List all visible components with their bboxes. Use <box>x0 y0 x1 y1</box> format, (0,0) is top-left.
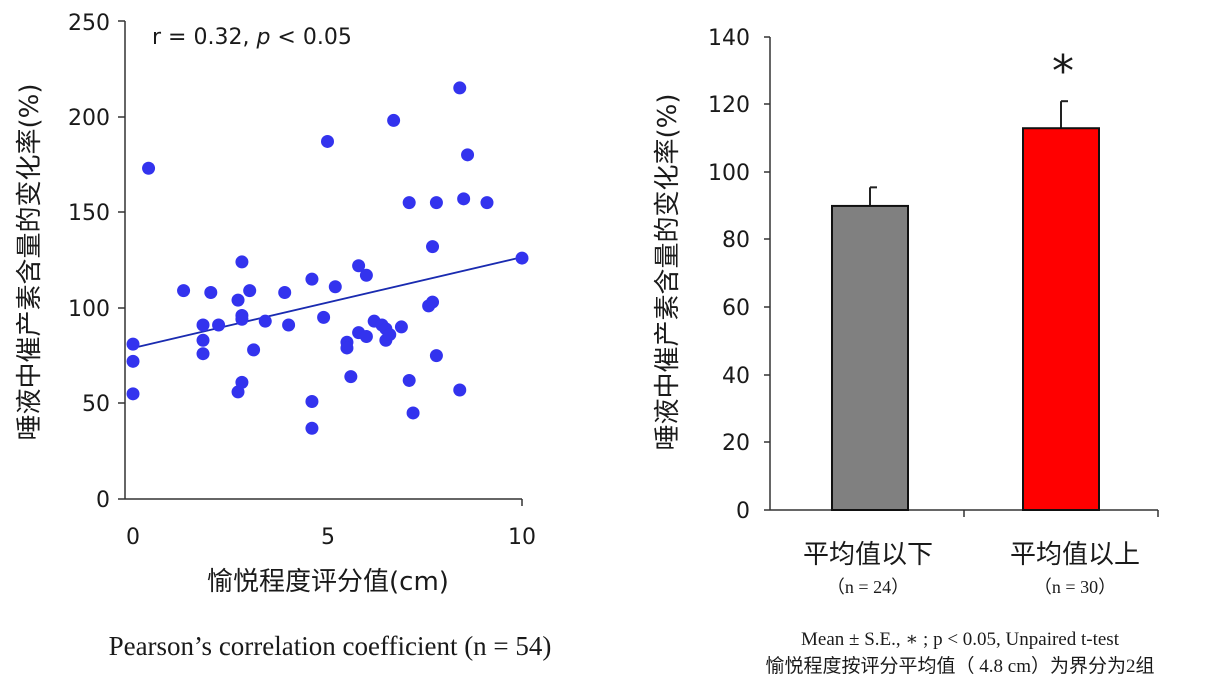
scatter-point <box>426 240 440 254</box>
bar-caption-line-2: 愉悦程度按评分平均值（ 4.8 cm）为界分为2组 <box>766 655 1155 677</box>
scatter-y-tick: 50 <box>82 392 110 417</box>
scatter-point <box>383 328 397 342</box>
scatter-point <box>317 310 331 324</box>
scatter-point <box>321 134 334 148</box>
significance-marker: * <box>1052 46 1074 97</box>
scatter-point <box>235 255 249 269</box>
bar-y-tick: 140 <box>708 26 750 51</box>
scatter-x-tick: 10 <box>508 525 536 550</box>
scatter-point <box>235 375 249 389</box>
scatter-caption: Pearson’s correlation coefficient (n = 5… <box>109 631 552 661</box>
scatter-point <box>258 314 272 328</box>
annotation-p: p <box>255 25 270 50</box>
scatter-point <box>515 251 529 265</box>
bar <box>1022 127 1100 511</box>
scatter-point <box>278 286 292 300</box>
scatter-point <box>352 259 366 273</box>
bar-y-tick: 0 <box>736 499 750 524</box>
category-n-above-mean: （n = 30） <box>1034 577 1116 597</box>
correlation-annotation: r = 0.32, p < 0.05 <box>152 25 352 50</box>
scatter-point <box>305 421 319 435</box>
annotation-prefix: r = 0.32, <box>152 25 256 50</box>
bar-y-ticks: 0 20 40 60 80 100 120 140 <box>708 26 750 524</box>
scatter-point <box>282 318 296 332</box>
bar-y-tick: 80 <box>722 228 750 253</box>
scatter-point <box>461 148 475 162</box>
scatter-point <box>426 295 440 309</box>
scatter-point <box>453 81 467 95</box>
bar-chart: 唾液中催产素含量的变化率(%) 0 20 40 60 80 100 120 14… <box>653 26 1159 677</box>
scatter-y-ticks: 0 50 100 150 200 250 <box>68 11 110 513</box>
scatter-point <box>402 196 416 210</box>
bar-caption-line-1: Mean ± S.E., ∗ ; p < 0.05, Unpaired t-te… <box>801 629 1120 650</box>
scatter-point <box>402 373 416 387</box>
category-n-below-mean: （n = 24） <box>827 577 909 597</box>
trend-line <box>132 256 523 349</box>
scatter-y-tick: 0 <box>96 488 110 513</box>
scatter-point <box>328 280 342 294</box>
bar-y-tick: 120 <box>708 93 750 118</box>
scatter-x-axis <box>125 498 523 506</box>
bar-y-tick: 100 <box>708 161 750 186</box>
scatter-point <box>235 312 249 326</box>
scatter-x-ticks: 0 5 10 <box>126 525 536 550</box>
scatter-point <box>196 347 210 361</box>
scatter-point <box>340 341 354 355</box>
scatter-point <box>359 268 373 282</box>
scatter-y-tick: 200 <box>68 106 110 131</box>
scatter-point <box>126 387 140 401</box>
scatter-point <box>177 284 191 298</box>
scatter-x-axis-title: 愉悦程度评分值(cm) <box>207 567 449 597</box>
bar-y-tick: 60 <box>722 296 750 321</box>
scatter-point <box>196 333 210 347</box>
scatter-point <box>429 196 443 210</box>
error-bar <box>1060 100 1068 129</box>
bar-y-tick: 20 <box>722 431 750 456</box>
scatter-point <box>142 161 156 175</box>
scatter-x-tick: 5 <box>321 525 335 550</box>
scatter-point <box>231 293 245 307</box>
scatter-x-tick: 0 <box>126 525 140 550</box>
bars <box>831 100 1100 512</box>
scatter-y-axis <box>118 20 126 500</box>
scatter-point <box>429 349 443 363</box>
scatter-points <box>126 81 529 435</box>
error-bar <box>869 186 877 206</box>
scatter-y-tick: 150 <box>68 201 110 226</box>
scatter-point <box>247 343 261 357</box>
scatter-chart: 唾液中催产素含量的变化率(%) 0 50 100 150 200 250 0 5… <box>15 11 551 661</box>
scatter-point <box>126 337 140 351</box>
scatter-point <box>243 284 257 298</box>
scatter-point <box>196 318 210 332</box>
scatter-point <box>453 383 467 397</box>
bar-y-axis-title: 唾液中催产素含量的变化率(%) <box>653 94 683 451</box>
scatter-point <box>394 320 408 334</box>
scatter-point <box>204 286 218 300</box>
annotation-suffix: < 0.05 <box>270 25 351 50</box>
scatter-point <box>305 272 319 286</box>
scatter-point <box>387 113 401 127</box>
bar <box>831 204 909 512</box>
bar-y-tick: 40 <box>722 364 750 389</box>
scatter-point <box>126 354 140 368</box>
scatter-point <box>305 394 319 408</box>
category-label-above-mean: 平均值以上 <box>1010 540 1140 570</box>
scatter-y-tick: 100 <box>68 297 110 322</box>
bar-x-axis <box>770 509 1159 517</box>
scatter-point <box>344 370 358 384</box>
scatter-point <box>480 196 494 210</box>
scatter-point <box>359 329 373 343</box>
scatter-y-tick: 250 <box>68 11 110 36</box>
scatter-point <box>457 192 471 206</box>
bar-categories: 平均值以下 平均值以上 （n = 24） （n = 30） <box>803 540 1140 597</box>
scatter-point <box>406 406 420 420</box>
scatter-point <box>212 318 226 332</box>
scatter-y-axis-title: 唾液中催产素含量的变化率(%) <box>15 84 45 441</box>
bar-y-axis <box>764 36 771 511</box>
category-label-below-mean: 平均值以下 <box>803 540 933 570</box>
